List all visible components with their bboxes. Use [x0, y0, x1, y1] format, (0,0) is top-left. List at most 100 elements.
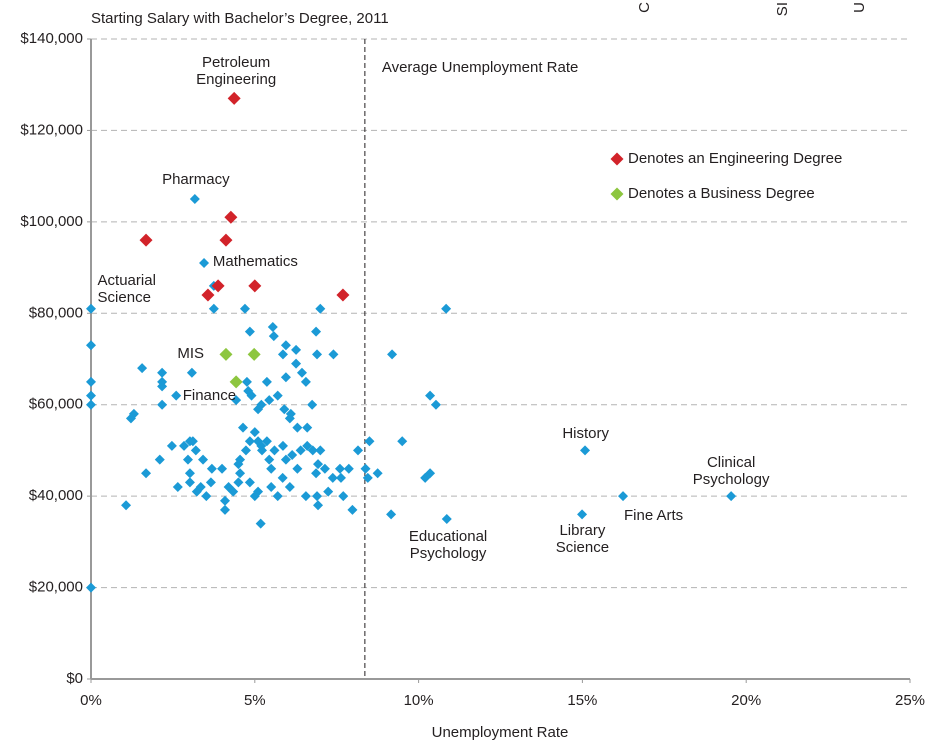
point	[300, 376, 311, 387]
annotation: Petroleum	[202, 54, 270, 71]
x-tick-label: 5%	[244, 692, 266, 709]
point	[231, 395, 242, 406]
point	[336, 288, 350, 302]
point	[219, 495, 230, 506]
x-axis-label: Unemployment Rate	[432, 724, 569, 741]
annotation: Actuarial	[98, 272, 156, 289]
annotation: History	[562, 425, 609, 442]
legend-label: Denotes a Business Degree	[628, 185, 815, 202]
y-tick-label: $140,000	[20, 30, 83, 47]
point	[311, 326, 322, 337]
point	[247, 347, 261, 361]
point	[323, 486, 334, 497]
point	[279, 404, 290, 415]
point	[307, 445, 318, 456]
point	[137, 363, 148, 374]
point	[86, 376, 96, 387]
point	[257, 445, 268, 456]
point	[386, 509, 397, 520]
annotation: Educational	[409, 528, 487, 545]
point	[343, 463, 354, 474]
point	[311, 468, 322, 479]
point	[441, 303, 452, 314]
point	[277, 440, 288, 451]
point	[292, 422, 303, 433]
x-tick-label: 20%	[731, 692, 761, 709]
legend-marker	[610, 152, 624, 166]
point	[195, 482, 206, 492]
point	[420, 472, 431, 483]
point	[179, 440, 190, 451]
point	[244, 436, 255, 447]
point	[327, 472, 338, 483]
point	[198, 454, 209, 465]
point	[312, 349, 323, 360]
point	[201, 491, 212, 502]
annotation: Psychology	[410, 545, 487, 562]
point	[86, 399, 96, 410]
point	[272, 491, 283, 502]
x-tick-label: 15%	[567, 692, 597, 709]
point	[277, 472, 288, 483]
point	[86, 390, 96, 401]
point	[302, 422, 313, 433]
y-tick-label: $100,000	[20, 213, 83, 230]
point	[157, 367, 168, 378]
point	[139, 233, 153, 247]
point	[577, 509, 588, 520]
point	[182, 454, 193, 465]
point	[284, 413, 295, 424]
point	[141, 468, 152, 479]
point	[86, 340, 96, 351]
legend-marker	[610, 187, 624, 201]
point	[292, 463, 303, 474]
point	[227, 91, 241, 105]
y-tick-label: $0	[66, 670, 83, 687]
point	[430, 399, 441, 410]
point	[315, 445, 326, 456]
point	[253, 404, 264, 415]
point	[249, 427, 260, 438]
point	[328, 349, 339, 360]
point	[243, 386, 254, 396]
annotation: Pharmacy	[162, 171, 230, 188]
point	[233, 477, 244, 488]
point	[280, 340, 291, 351]
annotation: MIS	[177, 345, 204, 362]
point	[172, 482, 183, 492]
point	[372, 468, 383, 479]
point	[335, 472, 346, 483]
point	[261, 436, 272, 447]
point	[154, 454, 165, 465]
point	[186, 367, 197, 378]
point	[201, 288, 215, 302]
point	[244, 477, 255, 488]
point	[277, 349, 288, 360]
chart-title: Starting Salary with Bachelor’s Degree, …	[91, 10, 389, 27]
point	[235, 454, 246, 465]
point	[362, 472, 373, 483]
point	[441, 514, 452, 524]
point	[238, 422, 249, 433]
point	[315, 303, 326, 314]
point	[347, 504, 358, 515]
point	[228, 486, 239, 497]
x-tick-label: 25%	[895, 692, 925, 709]
point	[313, 500, 324, 511]
point	[199, 258, 210, 268]
point	[284, 482, 295, 492]
point	[334, 463, 345, 474]
annotation: Science	[556, 539, 609, 556]
point	[387, 349, 398, 360]
point	[184, 468, 195, 479]
cropped-text: SI	[774, 2, 791, 16]
annotation: Finance	[183, 387, 236, 404]
point	[205, 477, 216, 488]
point	[157, 399, 168, 410]
point	[171, 390, 182, 401]
point	[264, 454, 275, 465]
point	[269, 445, 280, 456]
point	[261, 376, 272, 387]
annotation: Clinical	[707, 454, 755, 471]
